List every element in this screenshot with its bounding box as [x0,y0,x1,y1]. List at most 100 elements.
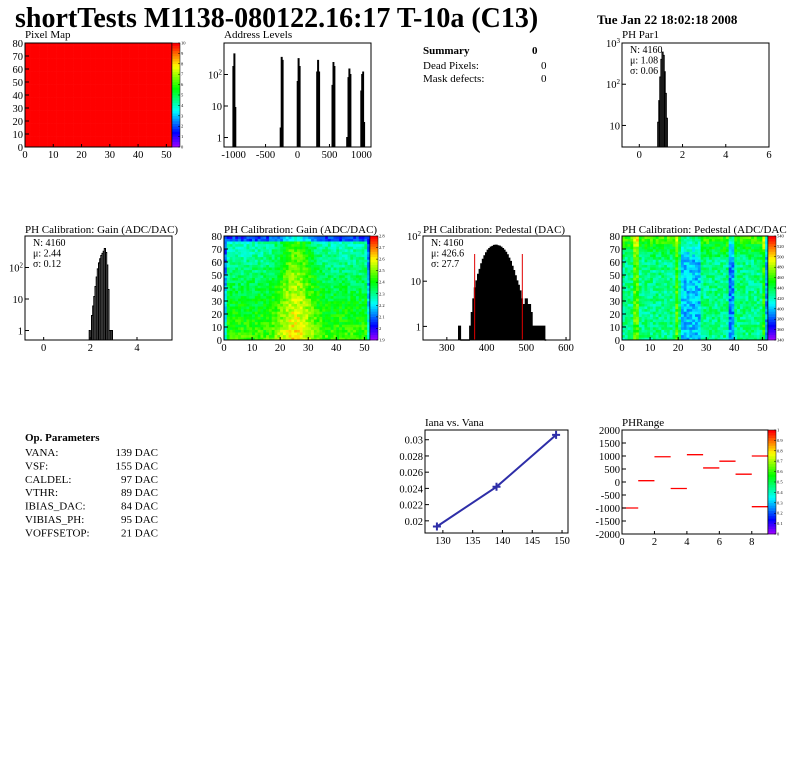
heatmap-cell [160,102,164,106]
heatmap-cell [41,123,46,127]
heatmap-cell [361,314,365,317]
heatmap-cell [277,275,281,278]
heatmap-cell [280,251,284,255]
heatmap-cell [224,334,228,338]
heatmap-cell [268,241,273,245]
heatmap-cell [294,332,298,336]
heatmap-cell [47,131,51,135]
heatmap-cell [81,121,85,124]
heatmap-cell [636,280,640,284]
summary-value: 0 [541,73,547,85]
heatmap-cell [333,334,337,338]
heatmap-cell [353,295,357,299]
heatmap-cell [135,134,139,137]
heatmap-cell [282,334,287,338]
heatmap-cell [27,102,31,106]
heatmap-cell [53,144,57,148]
heatmap-cell [339,295,343,299]
heatmap-cell [647,327,651,330]
heatmap-cell [311,290,315,294]
heatmap-cell [333,306,337,310]
heatmap-cell [243,251,247,255]
heatmap-cell [47,89,51,93]
heatmap-cell [121,121,125,124]
heatmap-cell [44,126,48,130]
chart-title: Address Levels [224,29,292,41]
heatmap-cell [655,316,659,320]
heatmap-cell [226,329,230,333]
heatmap-cell [313,290,317,294]
heatmap-cell [160,89,164,93]
heatmap-cell [36,102,40,106]
heatmap-cell [101,105,105,109]
heatmap-cell [146,53,150,57]
heatmap-cell [126,79,130,83]
heatmap-cell [132,126,136,130]
heatmap-cell [106,115,111,119]
heatmap-cell [78,56,82,59]
heatmap-cell [274,267,278,271]
heatmap-cell [44,113,48,117]
heatmap-cell [624,316,628,320]
heatmap-cell [297,238,301,242]
heatmap-cell [299,337,303,341]
heatmap-cell [30,71,34,75]
heatmap-cell [36,66,40,70]
heatmap-cell [336,311,340,315]
heatmap-cell [644,256,648,260]
heatmap-cell [257,321,261,325]
heatmap-cell [268,329,273,333]
heatmap-cell [311,236,315,239]
heatmap-cell [341,314,346,317]
heatmap-cell [135,141,139,145]
heatmap-cell [249,285,253,289]
y-tick-label: 60 [13,65,24,76]
heatmap-cell [330,256,334,260]
heatmap-cell [157,102,161,106]
heatmap-cell [155,115,159,119]
heatmap-cell [56,113,60,117]
heatmap-cell [84,131,88,135]
heatmap-cell [109,139,113,143]
heatmap-cell [313,329,317,333]
heatmap-cell [325,311,329,315]
heatmap-cell [288,275,292,278]
heatmap-cell [73,74,77,78]
heatmap-cell [624,264,628,268]
heatmap-cell [327,316,331,320]
heatmap-cell [67,136,71,140]
heatmap-cell [132,79,136,83]
heatmap-cell [98,123,102,127]
heatmap-cell [313,277,317,281]
heatmap-cell [163,82,167,85]
heatmap-cell [655,303,659,307]
palette-swatch [370,272,378,276]
heatmap-cell [285,256,289,260]
heatmap-cell [78,63,82,67]
palette-swatch [172,74,180,78]
heatmap-cell [73,102,77,106]
heatmap-cell [166,102,170,106]
heatmap-cell [36,139,40,143]
heatmap-cell [84,100,88,104]
heatmap-cell [126,139,130,143]
heatmap-cell [95,121,99,124]
heatmap-cell [358,256,362,260]
heatmap-cell [364,324,368,328]
heatmap-cell [277,277,281,281]
heatmap-cell [78,131,82,135]
heatmap-cell [118,105,122,109]
heatmap-cell [112,63,116,67]
heatmap-cell [271,259,275,263]
heatmap-cell [647,321,651,325]
heatmap-cell [644,316,648,320]
heatmap-cell [325,327,329,330]
heatmap-cell [87,108,91,111]
heatmap-cell [308,316,312,320]
heatmap-cell [235,269,239,273]
heatmap-cell [106,69,111,72]
heatmap-cell [291,327,295,330]
heatmap-cell [129,43,133,46]
heatmap-cell [355,337,360,341]
heatmap-cell [53,82,57,85]
